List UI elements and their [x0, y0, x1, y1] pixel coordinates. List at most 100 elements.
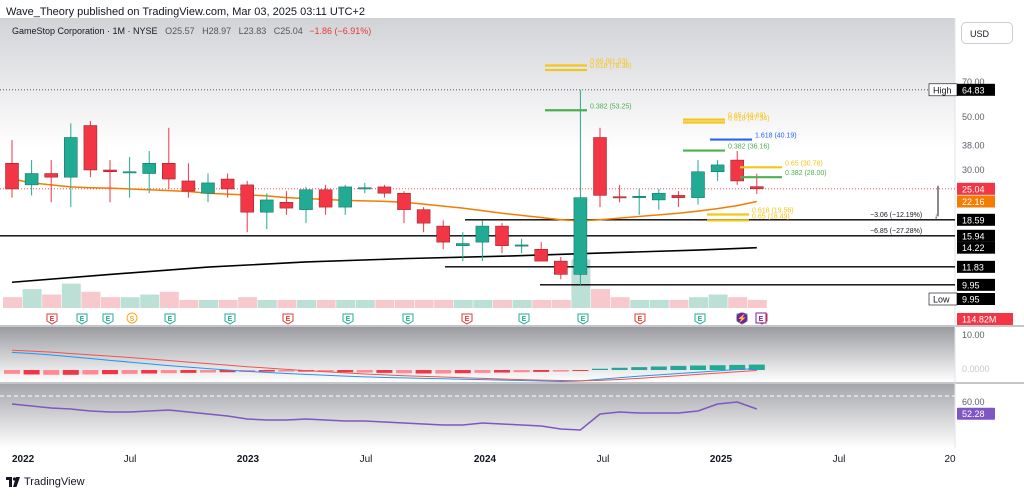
macd-histogram-bar — [376, 370, 393, 373]
volume-bar — [297, 299, 316, 308]
time-axis[interactable]: 2022 Jul 2023 Jul 2024 Jul 2025 Jul 20 — [12, 454, 956, 465]
price-label-value: 18.59 — [962, 215, 985, 225]
candles-layer[interactable] — [5, 89, 764, 285]
candle-body — [358, 187, 372, 190]
volume-bar — [669, 299, 689, 308]
fib-label: 0.382 (28.00) — [785, 170, 827, 177]
candle-body — [220, 178, 235, 190]
macd-histogram-bar — [494, 370, 510, 373]
chart-canvas[interactable]: −3.06 (−12.19%) −6.85 (−27.28%) ↓ 0.65 (81… — [0, 18, 1024, 468]
earnings-event-icon[interactable]: E — [518, 313, 530, 325]
macd-histogram-bar — [141, 370, 158, 374]
earnings-event-icon[interactable]: E — [76, 313, 88, 325]
volume-bar — [257, 299, 277, 308]
price-pane-bg — [0, 18, 955, 308]
macd-histogram-bar — [160, 370, 177, 374]
volume-bar — [61, 283, 81, 308]
earnings-event-icon[interactable]: E — [694, 313, 706, 325]
price-label-tag: 25.04 — [957, 182, 995, 195]
earnings-event-icon[interactable]: E — [224, 313, 236, 325]
event-marker-label: E — [406, 316, 411, 323]
earnings-event-icon[interactable]: E — [634, 313, 646, 325]
macd-histogram-bar — [631, 367, 648, 370]
volume-value-tag — [957, 313, 1013, 325]
split-event-icon[interactable]: S — [126, 312, 138, 324]
macd-histogram-bar — [435, 370, 452, 374]
measure-label: −6.85 (−27.28%) — [870, 228, 922, 235]
candle-body — [201, 182, 215, 194]
volume-bar — [218, 299, 238, 308]
price-label-caption: Low — [933, 295, 950, 305]
earnings-marker-shape — [402, 313, 414, 325]
price-axis[interactable]: 70.00 50.00 38.00 30.00 64.83 High 25.04 22.16 1… — [928, 77, 1013, 325]
candle-body — [279, 202, 294, 209]
price-label-tag: 11.83 — [957, 260, 995, 273]
candle-body — [142, 163, 156, 174]
publish-info: Wave_Theory published on TradingView.com… — [6, 6, 366, 18]
candle-body — [632, 196, 646, 198]
earnings-marker-shape — [46, 313, 58, 325]
price-label-bg — [957, 195, 995, 208]
macd-histogram-bar — [454, 370, 471, 374]
volume-bar — [610, 297, 630, 308]
event-markers[interactable]: EEESEEEEEEEEEEEE⚡E — [46, 312, 768, 325]
earnings-event-icon[interactable]: E — [164, 313, 176, 325]
price-label-value: 11.83 — [962, 262, 984, 272]
volume-bar — [238, 297, 258, 308]
rsi-line — [11, 401, 758, 431]
change-value: −1.86 (−6.91%) — [309, 26, 372, 36]
macd-pane-bg — [0, 327, 955, 382]
volume-bar — [512, 299, 532, 308]
earnings-event-icon[interactable]: E — [461, 313, 473, 325]
event-marker-label: E — [465, 316, 470, 323]
dividend-event-icon[interactable]: ⚡ — [736, 312, 748, 324]
chart-frame[interactable]: −3.06 (−12.19%) −6.85 (−27.28%) ↓ 0.65 (81… — [0, 18, 1024, 468]
event-marker-label: E — [286, 316, 291, 323]
candle-body — [103, 169, 117, 172]
price-label-caption: High — [933, 85, 952, 95]
price-label-caption-bg — [928, 83, 958, 97]
price-label-bg — [957, 182, 995, 195]
earnings-event-icon[interactable]: E — [102, 313, 114, 325]
close-value: C25.04 — [273, 26, 303, 36]
time-axis-tick: 2023 — [237, 454, 260, 465]
earnings-marker-shape — [224, 313, 236, 325]
volume-bar — [375, 299, 395, 308]
earnings-event-icon[interactable]: E — [282, 313, 294, 325]
macd-histogram-bar — [62, 370, 79, 375]
candle-body — [64, 137, 78, 178]
fib-label: 0.65 (30.78) — [785, 160, 823, 167]
time-axis-tick: Jul — [360, 454, 373, 465]
tradingview-logo-icon[interactable] — [6, 477, 20, 487]
earnings-marker-shape — [461, 313, 473, 325]
volume-bar — [336, 299, 356, 308]
time-axis-tick: 2024 — [474, 454, 497, 465]
macd-histogram-bar — [572, 370, 589, 371]
earnings-event-icon[interactable]: E — [46, 313, 58, 325]
candle-body — [397, 192, 411, 210]
currency-button[interactable]: USD — [961, 22, 1013, 44]
price-label-tag: 14.22 — [957, 241, 995, 254]
measure-label: −3.06 (−12.19%) — [870, 212, 922, 219]
price-axis-tick: 38.00 — [962, 140, 985, 150]
macd-histogram-bar — [200, 370, 216, 373]
earnings-event-icon[interactable]: E — [402, 313, 414, 325]
time-axis-tick: 2025 — [710, 454, 733, 465]
macd-histogram-bar — [592, 368, 608, 370]
volume-bar — [708, 294, 728, 308]
event-marker-label: E — [106, 316, 111, 323]
macd-histogram-bar — [43, 370, 60, 375]
price-axis-tick: 30.00 — [962, 165, 985, 175]
price-label-value: 25.04 — [962, 184, 985, 194]
candle-body — [652, 192, 666, 201]
price-label-value: 9.95 — [962, 280, 980, 290]
earnings-event-icon[interactable]: E — [342, 313, 354, 325]
price-label-bg — [957, 229, 995, 242]
volume-bar — [532, 299, 552, 308]
rsi-axis-label: 60.00 — [962, 397, 985, 407]
earnings-event-icon[interactable]: E — [755, 312, 767, 324]
candle-body — [475, 225, 490, 243]
macd-histogram-bar — [219, 370, 236, 373]
earnings-event-icon[interactable]: E — [577, 313, 589, 325]
candle-body — [318, 189, 333, 208]
